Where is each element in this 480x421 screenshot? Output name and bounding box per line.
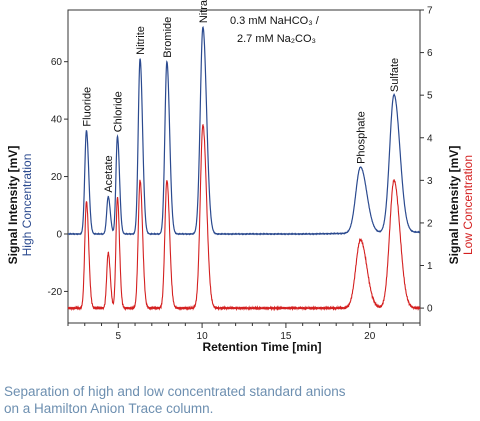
peak-label-nitrite: Nitrite xyxy=(135,26,147,55)
left-axis-label: Signal Intensity [mV] High Concentration xyxy=(6,146,34,265)
left-tick-label: 40 xyxy=(51,115,63,126)
right-tick-label: 5 xyxy=(427,91,433,102)
figure-caption: Separation of high and low concentrated … xyxy=(4,383,474,417)
plot-area-border xyxy=(67,9,421,324)
right-axis-title: Signal Intensity [mV] xyxy=(447,146,461,265)
peak-label-chloride: Chloride xyxy=(112,91,124,132)
low-concentration-trace xyxy=(67,124,421,312)
left-tick-label: -20 xyxy=(48,287,63,298)
caption-line-2: on a Hamilton Anion Trace column. xyxy=(4,401,214,416)
eluent-line-2: 2.7 mM Na₂CO₃ xyxy=(237,33,316,45)
peak-label-fluoride: Fluoride xyxy=(81,87,93,127)
peak-labels: Fluoride Acetate Chloride Nitrite Bromide Nit… xyxy=(81,0,401,193)
x-tick-label: 10 xyxy=(197,331,209,342)
left-tick-label: 20 xyxy=(51,172,63,183)
left-axis-series-label: High Concentration xyxy=(20,154,34,257)
eluent-line-1: 0.3 mM NaHCO₃ / xyxy=(230,15,320,27)
x-axis-label: Retention Time [min] xyxy=(202,340,321,354)
right-tick-label: 6 xyxy=(427,48,433,59)
right-tick-label: 3 xyxy=(427,176,433,187)
right-tick-label: 2 xyxy=(427,218,433,229)
left-tick-label: 0 xyxy=(56,229,62,240)
high-concentration-trace xyxy=(67,25,421,236)
x-axis-ticks: 5 10 15 20 xyxy=(67,323,421,342)
right-axis-series-label: Low Concentration xyxy=(461,155,475,255)
left-tick-label: 60 xyxy=(51,57,63,68)
chromatogram-chart: -20 0 20 40 60 0 1 2 3 4 5 6 7 5 10 15 20 Fluoride Acet… xyxy=(6,0,475,354)
right-axis-ticks: 0 1 2 3 4 5 6 7 xyxy=(420,6,433,315)
x-tick-label: 20 xyxy=(364,331,376,342)
left-axis-title: Signal Intensity [mV] xyxy=(6,146,20,265)
peak-label-sulfate: Sulfate xyxy=(389,58,401,92)
plot-frame xyxy=(67,9,421,324)
right-axis-label: Signal Intensity [mV] Low Concentration xyxy=(447,146,475,265)
caption-line-1: Separation of high and low concentrated … xyxy=(4,384,346,399)
peak-label-nitrate: Nitrate xyxy=(198,0,210,23)
x-tick-label: 5 xyxy=(116,331,122,342)
right-tick-label: 0 xyxy=(427,304,433,315)
right-tick-label: 4 xyxy=(427,133,433,144)
peak-label-acetate: Acetate xyxy=(103,155,115,192)
left-axis-ticks: -20 0 20 40 60 xyxy=(48,57,68,298)
x-tick-label: 15 xyxy=(280,331,292,342)
peak-label-bromide: Bromide xyxy=(162,17,174,58)
right-tick-label: 7 xyxy=(427,6,433,17)
right-tick-label: 1 xyxy=(427,261,433,272)
peak-label-phosphate: Phosphate xyxy=(356,111,368,164)
